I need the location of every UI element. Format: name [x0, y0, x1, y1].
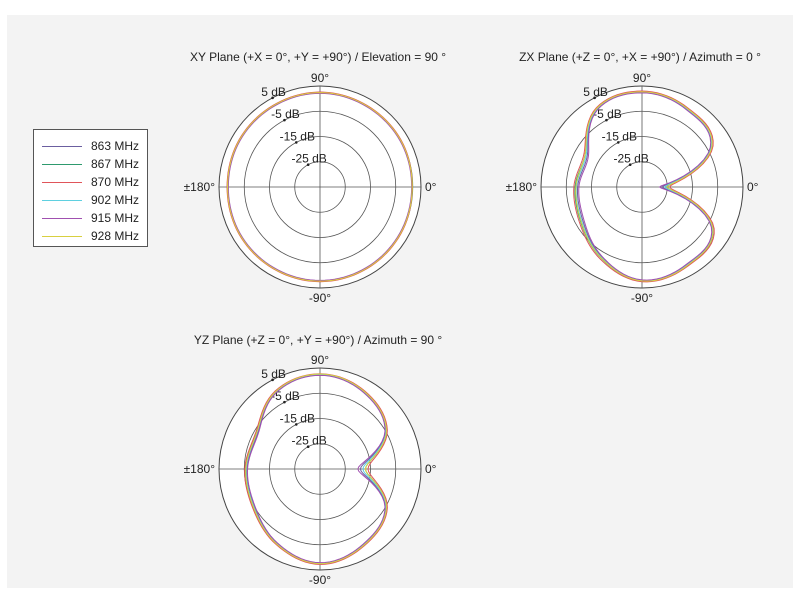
- series-line-zx-5: [575, 91, 714, 282]
- r-tick-dot-yz-3: [306, 445, 310, 449]
- legend-item-2: 870 MHz: [34, 174, 147, 190]
- polar-plot-xy: XY Plane (+X = 0°, +Y = +90°) / Elevatio…: [184, 50, 447, 305]
- series-line-xy-5: [227, 92, 413, 282]
- r-tick-label-xy-0: 5 dB: [261, 85, 286, 99]
- series-line-xy-4: [227, 92, 413, 281]
- legend: 863 MHz 867 MHz 870 MHz 902 MHz 915 MHz 928 M…: [33, 129, 148, 247]
- legend-item-0: 863 MHz: [34, 138, 147, 154]
- angle-label-bottom-zx: -90°: [631, 291, 653, 305]
- r-tick-dot-yz-2: [294, 423, 298, 426]
- polar-plot-zx: ZX Plane (+Z = 0°, +X = +90°) / Azimuth …: [506, 50, 762, 305]
- polar-plot-yz: YZ Plane (+Z = 0°, +Y = +90°) / Azimuth …: [184, 333, 443, 587]
- legend-swatch: [42, 182, 82, 183]
- legend-swatch: [42, 218, 82, 219]
- legend-swatch: [42, 164, 82, 165]
- r-tick-dot-zx-3: [628, 163, 632, 167]
- r-tick-dot-zx-0: [593, 96, 596, 100]
- angle-label-left-xy: ±180°: [184, 180, 216, 194]
- legend-label: 915 MHz: [91, 211, 140, 225]
- legend-item-3: 902 MHz: [34, 192, 147, 208]
- angle-label-top-xy: 90°: [311, 71, 329, 85]
- r-tick-label-yz-2: -15 dB: [280, 411, 315, 425]
- r-tick-dot-xy-3: [306, 163, 310, 167]
- angle-label-left-yz: ±180°: [184, 462, 216, 476]
- legend-label: 863 MHz: [91, 139, 140, 153]
- angle-label-left-zx: ±180°: [506, 180, 538, 194]
- r-tick-dot-xy-2: [294, 141, 298, 144]
- legend-swatch: [42, 200, 82, 201]
- r-tick-dot-yz-0: [271, 378, 274, 382]
- legend-label: 867 MHz: [91, 157, 140, 171]
- r-tick-label-xy-2: -15 dB: [280, 129, 315, 143]
- series-line-yz-2: [244, 373, 388, 565]
- series-line-yz-5: [245, 373, 387, 565]
- r-tick-dot-zx-1: [605, 118, 608, 122]
- angle-label-right-yz: 0°: [425, 462, 437, 476]
- angle-label-bottom-xy: -90°: [309, 291, 331, 305]
- series-line-zx-2: [573, 90, 715, 283]
- legend-item-4: 915 MHz: [34, 210, 147, 226]
- legend-swatch: [42, 146, 82, 147]
- plot-title-yz: YZ Plane (+Z = 0°, +Y = +90°) / Azimuth …: [194, 333, 443, 347]
- series-line-yz-4: [246, 374, 386, 564]
- angle-label-top-yz: 90°: [311, 353, 329, 367]
- r-tick-label-xy-1: -5 dB: [271, 107, 300, 121]
- plot-title-xy: XY Plane (+X = 0°, +Y = +90°) / Elevatio…: [190, 50, 446, 64]
- r-tick-label-zx-3: -25 dB: [613, 152, 648, 166]
- legend-label: 870 MHz: [91, 175, 140, 189]
- legend-label: 902 MHz: [91, 193, 140, 207]
- r-tick-dot-xy-0: [271, 96, 274, 100]
- angle-label-top-zx: 90°: [633, 71, 651, 85]
- r-tick-label-zx-2: -15 dB: [602, 129, 637, 143]
- r-tick-label-zx-0: 5 dB: [583, 85, 608, 99]
- legend-swatch: [42, 236, 82, 237]
- r-tick-dot-zx-2: [616, 141, 620, 144]
- r-tick-label-yz-3: -25 dB: [291, 434, 326, 448]
- r-tick-label-xy-3: -25 dB: [291, 152, 326, 166]
- legend-item-5: 928 MHz: [34, 228, 147, 244]
- r-tick-label-zx-1: -5 dB: [593, 107, 622, 121]
- series-line-zx-4: [578, 92, 713, 281]
- r-tick-label-yz-1: -5 dB: [271, 389, 300, 403]
- r-tick-dot-yz-1: [283, 400, 286, 404]
- r-tick-dot-xy-1: [283, 118, 286, 122]
- angle-label-bottom-yz: -90°: [309, 573, 331, 587]
- angle-label-right-zx: 0°: [747, 180, 759, 194]
- r-tick-label-yz-0: 5 dB: [261, 367, 286, 381]
- legend-item-1: 867 MHz: [34, 156, 147, 172]
- angle-label-right-xy: 0°: [425, 180, 437, 194]
- legend-label: 928 MHz: [91, 229, 140, 243]
- plot-title-zx: ZX Plane (+Z = 0°, +X = +90°) / Azimuth …: [519, 50, 761, 64]
